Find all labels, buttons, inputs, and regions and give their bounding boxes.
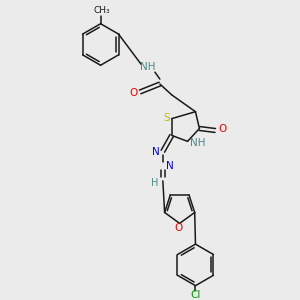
Text: N: N xyxy=(166,161,174,171)
Text: S: S xyxy=(164,112,170,123)
Text: NH: NH xyxy=(140,62,156,72)
Text: H: H xyxy=(151,178,159,188)
Text: CH₃: CH₃ xyxy=(93,6,110,15)
Text: N: N xyxy=(152,147,160,157)
Text: O: O xyxy=(129,88,137,98)
Text: O: O xyxy=(175,223,183,233)
Text: NH: NH xyxy=(190,138,205,148)
Text: Cl: Cl xyxy=(190,290,201,300)
Text: O: O xyxy=(218,124,226,134)
